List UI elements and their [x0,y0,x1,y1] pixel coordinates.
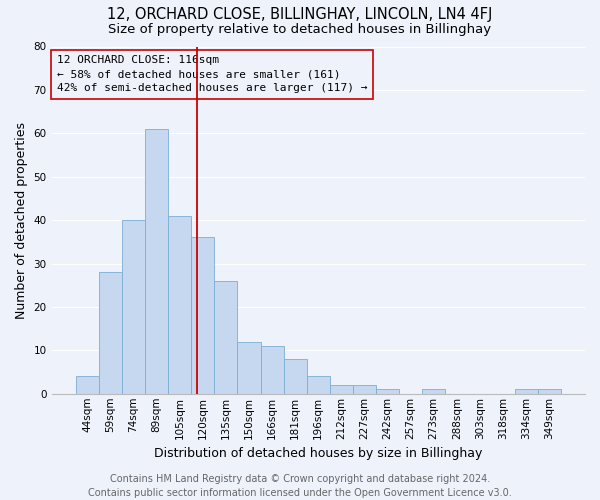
Bar [330,385,353,394]
Bar [284,359,307,394]
Text: 12, ORCHARD CLOSE, BILLINGHAY, LINCOLN, LN4 4FJ: 12, ORCHARD CLOSE, BILLINGHAY, LINCOLN, … [107,8,493,22]
Bar [376,390,399,394]
Bar [99,272,122,394]
X-axis label: Distribution of detached houses by size in Billinghay: Distribution of detached houses by size … [154,447,482,460]
Y-axis label: Number of detached properties: Number of detached properties [15,122,28,318]
Bar [353,385,376,394]
Bar [122,220,145,394]
Bar [260,346,284,394]
Bar [76,376,99,394]
Bar [238,342,260,394]
Bar [538,390,561,394]
Bar [168,216,191,394]
Bar [422,390,445,394]
Bar [307,376,330,394]
Bar [145,129,168,394]
Bar [515,390,538,394]
Bar [191,238,214,394]
Text: 12 ORCHARD CLOSE: 116sqm
← 58% of detached houses are smaller (161)
42% of semi-: 12 ORCHARD CLOSE: 116sqm ← 58% of detach… [57,55,367,93]
Bar [214,281,238,394]
Text: Contains HM Land Registry data © Crown copyright and database right 2024.
Contai: Contains HM Land Registry data © Crown c… [88,474,512,498]
Text: Size of property relative to detached houses in Billinghay: Size of property relative to detached ho… [109,22,491,36]
